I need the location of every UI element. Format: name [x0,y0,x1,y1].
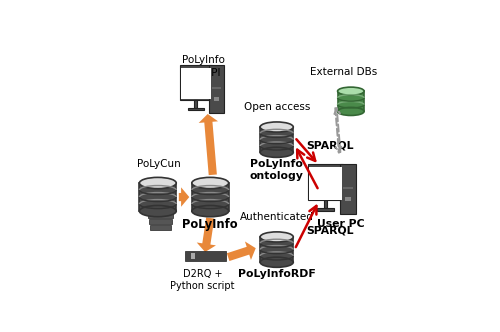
Text: PoLyInfoRDF: PoLyInfoRDF [238,269,316,279]
Bar [308,164,343,201]
Polygon shape [227,241,256,261]
Text: SPARQL: SPARQL [306,141,354,151]
Ellipse shape [338,87,364,95]
Text: External DBs: External DBs [310,67,377,77]
Text: PoLyInfo: PoLyInfo [182,217,238,230]
Ellipse shape [140,177,176,189]
Ellipse shape [338,107,364,116]
Polygon shape [196,217,216,252]
Ellipse shape [260,257,294,267]
Ellipse shape [260,147,294,157]
Text: Authenticated: Authenticated [240,212,314,222]
Polygon shape [260,237,294,262]
Bar [343,187,352,189]
Bar [345,197,350,201]
Bar [181,68,211,99]
Polygon shape [260,127,294,152]
Bar [340,164,355,214]
Bar [214,97,219,101]
Ellipse shape [260,232,294,242]
Polygon shape [192,183,228,211]
Text: D2RQ +
Python script: D2RQ + Python script [170,269,235,291]
Bar [309,167,342,200]
Ellipse shape [140,206,176,217]
Bar [150,225,171,230]
Text: PoLyCun: PoLyCun [137,159,180,169]
Bar [191,253,194,259]
Text: PoLyInfo
GUI/API: PoLyInfo GUI/API [182,55,225,78]
Text: PoLyInfo
ontology: PoLyInfo ontology [250,159,304,181]
Bar [180,65,212,100]
Bar [148,219,172,224]
Polygon shape [198,114,218,175]
Polygon shape [179,187,190,207]
Ellipse shape [260,122,294,132]
Bar [317,208,334,211]
Text: Open access: Open access [244,102,310,112]
Bar [184,251,226,261]
Polygon shape [338,91,364,112]
Bar [212,87,220,89]
Ellipse shape [192,177,228,189]
Text: SPARQL: SPARQL [306,225,354,235]
Bar [148,212,173,217]
Bar [188,108,204,110]
Bar [324,201,327,208]
Ellipse shape [192,206,228,217]
Text: User PC: User PC [317,219,364,229]
Polygon shape [140,183,176,211]
Bar [209,65,224,113]
Bar [194,100,198,108]
